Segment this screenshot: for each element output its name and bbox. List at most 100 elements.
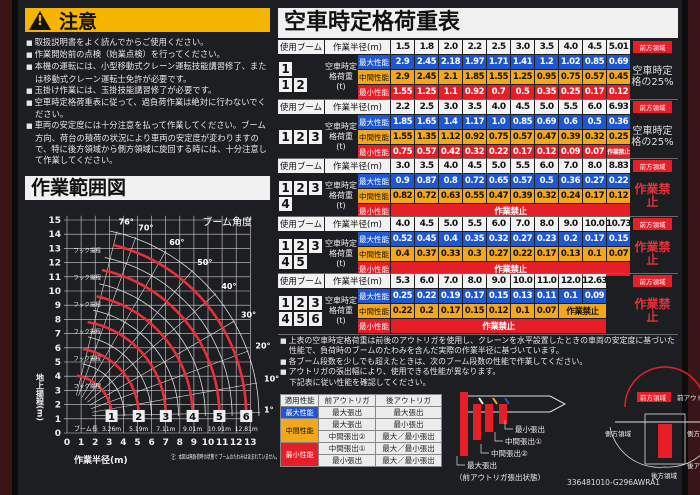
boom-angle-line: [78, 237, 137, 397]
load-value: 0.07: [607, 247, 630, 261]
boom-length-label: 9.01m: [183, 426, 202, 433]
y-tick-label: 1: [55, 415, 61, 425]
load-value: 1.02: [559, 55, 582, 69]
load-value: 0.57: [511, 174, 534, 188]
boom-stage-number: 2: [294, 296, 307, 310]
load-value: 0.32: [463, 145, 486, 159]
outrigger-header-cell: 適用性能: [279, 394, 320, 407]
load-label: 空車時定格荷重(t): [325, 239, 357, 268]
load-value: 0.57: [415, 145, 438, 159]
outrigger-header-cell: 後アウトリガ: [374, 394, 443, 407]
x-tick-label: 10: [202, 438, 215, 448]
outrigger-extension-label: 中間張出②: [491, 448, 528, 458]
part-code: 336481010-G296AWRA1: [567, 478, 660, 487]
outrigger-leg: [485, 404, 493, 432]
radius-header: 作業半径(m): [325, 40, 390, 54]
boom-length-label: 12.81m: [235, 426, 258, 433]
outrigger-mark: [478, 397, 484, 405]
boom-angle-line: [84, 270, 193, 400]
load-value: 0.75: [487, 130, 510, 144]
radius-value: 4.0: [391, 217, 414, 231]
load-value: 0.12: [607, 189, 630, 203]
outrigger-setting: 中間張出②: [318, 430, 376, 443]
caution-note: 作業開始前の点検（始業点検）を行ってください。: [26, 49, 271, 61]
performance-label: 最大性能: [358, 174, 390, 188]
radius-value: 5.5: [511, 159, 534, 173]
hook-lift-label: フック揚程: [73, 300, 101, 308]
load-value: 0.12: [535, 145, 558, 159]
y-tick-label: 3: [55, 386, 61, 396]
hook-envelope-arc: [99, 283, 206, 417]
y-tick-label: 8: [55, 315, 61, 325]
side-note: 作業禁止: [634, 297, 671, 324]
load-value: 0.17: [535, 247, 558, 261]
radius-value: 2.2: [463, 40, 486, 54]
boom-stage-number: 1: [279, 62, 292, 76]
load-value: 0.5: [535, 174, 558, 188]
radius-header: 作業半径(m): [325, 159, 390, 173]
x-tick-label: 0: [64, 438, 70, 448]
radius-value: 7.0: [559, 159, 582, 173]
side-note: 作業禁止: [634, 240, 671, 267]
load-value: 0.1: [559, 289, 582, 303]
y-tick-label: 15: [48, 216, 61, 226]
radius-value: 5.0: [487, 159, 510, 173]
boom-angle-label: 30°: [241, 310, 256, 319]
radius-value: 7.0: [511, 217, 534, 231]
load-value: 1.17: [463, 115, 486, 129]
y-tick-label: 6: [55, 344, 61, 354]
boom-stage-number: 6: [243, 412, 250, 423]
load-value: 0.25: [607, 130, 630, 144]
load-value: 0.33: [439, 247, 462, 261]
x-tick-label: 1: [78, 438, 84, 448]
front-area-tag: 前方領域: [633, 218, 672, 230]
radius-value: 12.63: [583, 274, 606, 288]
radius-header: 作業半径(m): [325, 274, 390, 288]
boom-stage-number: 3: [162, 412, 169, 423]
load-value: 0.5: [511, 85, 534, 99]
caution-note: 空車時定格荷重表に従って、過負荷作業は絶対に行わないでください。: [26, 97, 271, 120]
load-value: 0.39: [511, 189, 534, 203]
radius-value: 5.01: [607, 40, 630, 54]
load-value: 0.25: [559, 85, 582, 99]
load-value: 0.85: [583, 55, 606, 69]
x-tick-label: 9: [191, 438, 197, 448]
radius-value: 4.5: [511, 100, 534, 114]
crane-base: [658, 424, 672, 458]
radius-value: 9.0: [487, 274, 510, 288]
load-value: 0.15: [463, 304, 486, 318]
boom-stage-number: 5: [216, 412, 223, 423]
leader-line: [494, 432, 503, 442]
divider: [278, 334, 678, 335]
outrigger-mark: [504, 397, 510, 405]
divider: [278, 158, 678, 159]
load-value: 0.75: [391, 145, 414, 159]
boom-length-label: 3.26m: [102, 426, 121, 433]
boom-stage-number: 3: [309, 181, 322, 195]
load-value: 0.22: [487, 145, 510, 159]
boom-length-label: 10.91m: [208, 426, 231, 433]
load-value: 0.22: [607, 174, 630, 188]
load-value: 0.85: [511, 115, 534, 129]
boom-stage-box: [240, 409, 253, 422]
load-value: 0.27: [583, 174, 606, 188]
outrigger-table-row: 中間性能 最大張出 最小張出: [279, 418, 443, 443]
load-value: 1.71: [487, 55, 510, 69]
radius-value: 3.5: [535, 40, 558, 54]
radius-value: 12.0: [559, 274, 582, 288]
side-note: 空車時定格の25%: [631, 126, 674, 148]
radius-header: 作業半径(m): [325, 217, 390, 231]
outrigger-setting: 最小張出: [318, 454, 376, 467]
load-table: 使用ブーム 作業半径(m) 3.0 3.5 4.0 4.5 5.0 5.5 6.0 7.0 8.0 8…: [278, 159, 678, 218]
load-value: 0.12: [487, 304, 510, 318]
radius-value: 3.0: [439, 100, 462, 114]
leader-line: [456, 456, 465, 466]
boom-stage-number: 3: [309, 130, 322, 144]
radius-value: 6.0: [487, 217, 510, 231]
boom-stage-number: 1: [279, 239, 292, 253]
radius-value: 4.5: [463, 159, 486, 173]
load-value: 0.09: [559, 145, 582, 159]
load-value: 0.24: [559, 189, 582, 203]
load-value: 0.15: [607, 232, 630, 246]
